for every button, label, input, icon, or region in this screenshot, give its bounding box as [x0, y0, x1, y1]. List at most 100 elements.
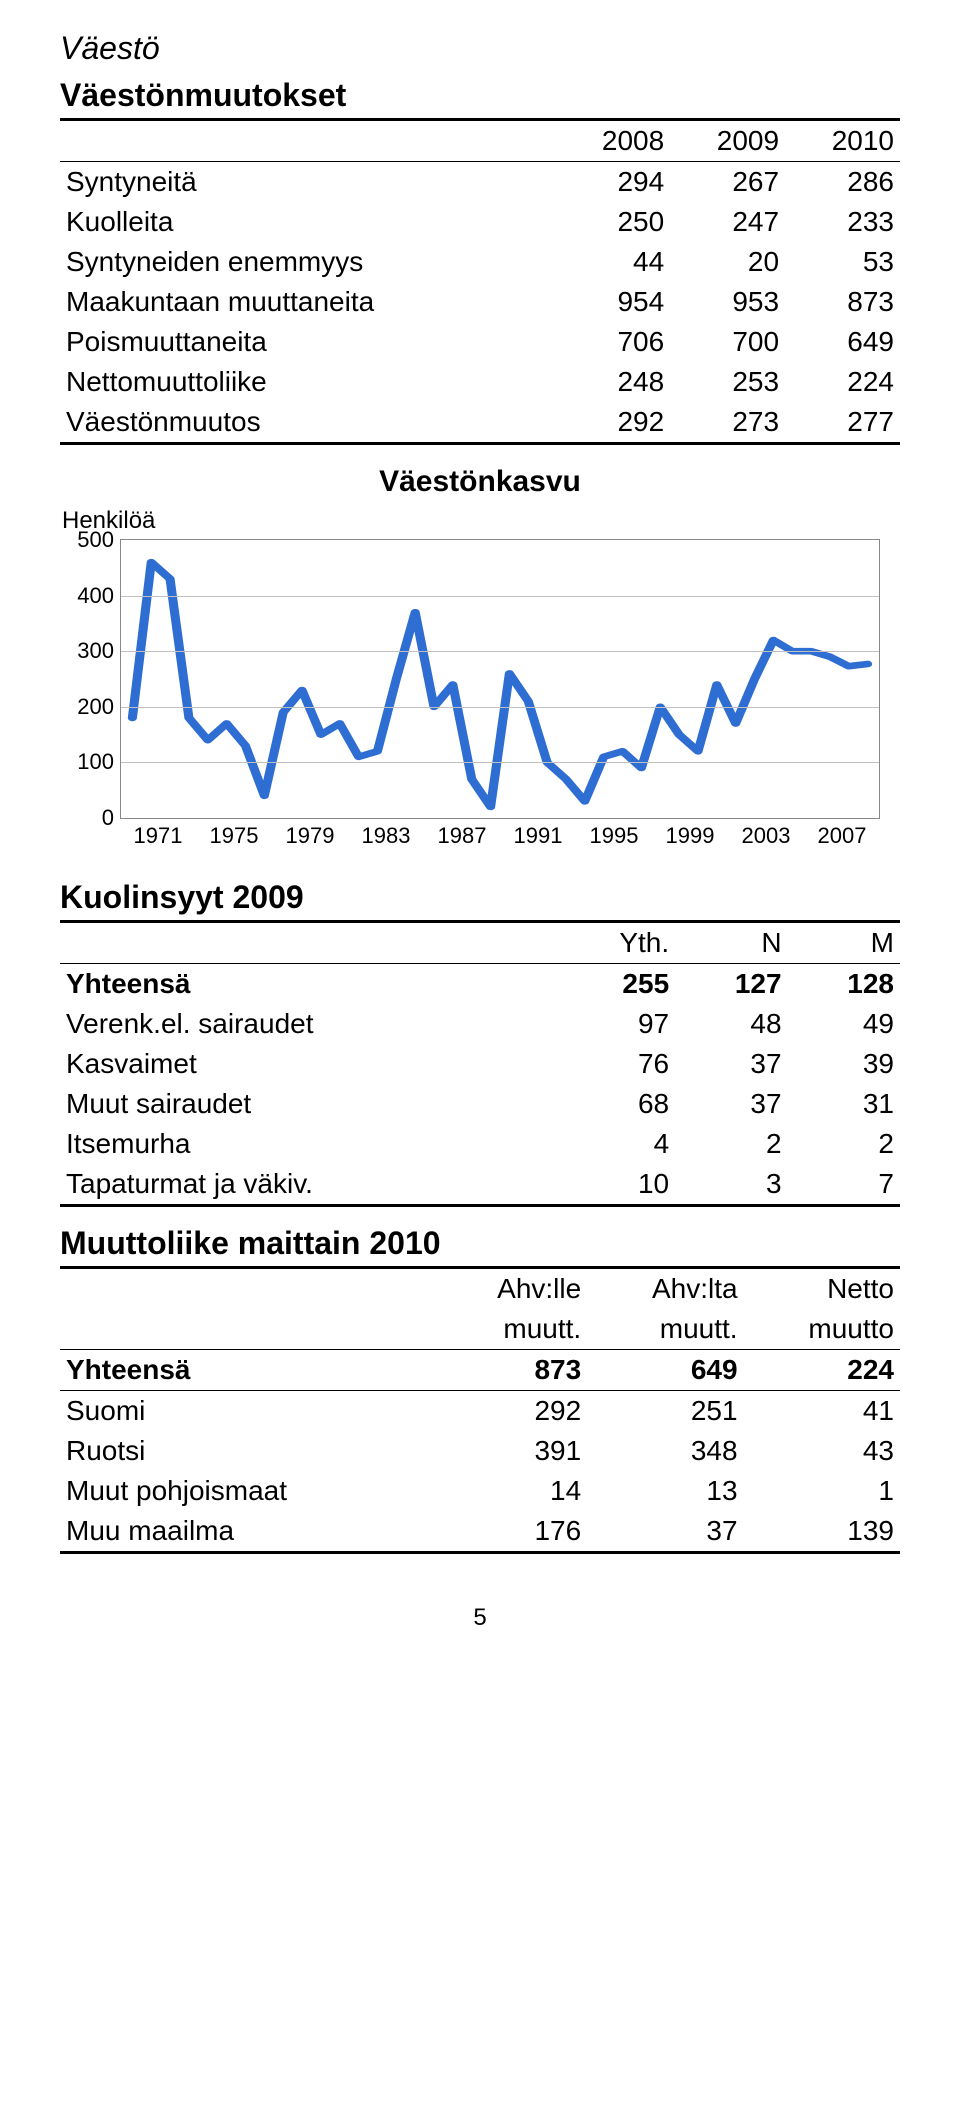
cell-value: 292: [433, 1391, 587, 1432]
row-label: Muut pohjoismaat: [60, 1471, 433, 1511]
cell-value: 128: [788, 964, 900, 1005]
cell-value: 97: [557, 1004, 675, 1044]
table-row: Ruotsi39134843: [60, 1431, 900, 1471]
x-tick-label: 1975: [196, 823, 272, 849]
table-row: Yhteensä873649224: [60, 1350, 900, 1391]
row-label: Tapaturmat ja väkiv.: [60, 1164, 557, 1206]
row-label: Väestönmuutos: [60, 402, 555, 444]
cell-value: 277: [785, 402, 900, 444]
row-label: Ruotsi: [60, 1431, 433, 1471]
cell-value: 233: [785, 202, 900, 242]
cell-value: 873: [785, 282, 900, 322]
table-row: Kasvaimet763739: [60, 1044, 900, 1084]
table-row: Yhteensä255127128: [60, 964, 900, 1005]
table-row: Muu maailma17637139: [60, 1511, 900, 1553]
x-tick-label: 1987: [424, 823, 500, 849]
cell-value: 76: [557, 1044, 675, 1084]
row-label: Yhteensä: [60, 964, 557, 1005]
chart-x-axis-labels: 1971197519791983198719911995199920032007: [120, 823, 880, 849]
table-row: Muut pohjoismaat14131: [60, 1471, 900, 1511]
pop-changes-title: Väestönmuutokset: [60, 77, 900, 114]
table-row: Tapaturmat ja väkiv.1037: [60, 1164, 900, 1206]
table-row: Itsemurha422: [60, 1124, 900, 1164]
row-label: Syntyneitä: [60, 162, 555, 203]
cell-value: 292: [555, 402, 670, 444]
col-header: N: [675, 922, 787, 964]
cell-value: 873: [433, 1350, 587, 1391]
page-number: 5: [60, 1604, 900, 1632]
row-label: Suomi: [60, 1391, 433, 1432]
col-header: Yth.: [557, 922, 675, 964]
cell-value: 31: [788, 1084, 900, 1124]
table-row: Muut sairaudet683731: [60, 1084, 900, 1124]
cell-value: 1: [744, 1471, 900, 1511]
cell-value: 649: [785, 322, 900, 362]
cell-value: 255: [557, 964, 675, 1005]
table-row: Syntyneiden enemmyys442053: [60, 242, 900, 282]
cell-value: 13: [587, 1471, 743, 1511]
cell-value: 43: [744, 1431, 900, 1471]
cell-value: 700: [670, 322, 785, 362]
col-subheader: muutto: [744, 1309, 900, 1350]
col-header: Ahv:lle: [433, 1268, 587, 1310]
cell-value: 294: [555, 162, 670, 203]
cell-value: 10: [557, 1164, 675, 1206]
col-year: 2009: [670, 120, 785, 162]
chart-ylabel: Henkilöä: [62, 507, 900, 535]
row-label: Yhteensä: [60, 1350, 433, 1391]
col-subheader: muutt.: [433, 1309, 587, 1350]
table-row: Syntyneitä294267286: [60, 162, 900, 203]
cell-value: 248: [555, 362, 670, 402]
cell-value: 391: [433, 1431, 587, 1471]
row-label: Nettomuuttoliike: [60, 362, 555, 402]
table-row: Maakuntaan muuttaneita954953873: [60, 282, 900, 322]
cell-value: 954: [555, 282, 670, 322]
x-tick-label: 1991: [500, 823, 576, 849]
cell-value: 953: [670, 282, 785, 322]
causes-table: Yth. N M Yhteensä255127128Verenk.el. sai…: [60, 920, 900, 1207]
cell-value: 37: [675, 1084, 787, 1124]
x-tick-label: 2003: [728, 823, 804, 849]
row-label: Kuolleita: [60, 202, 555, 242]
cell-value: 127: [675, 964, 787, 1005]
causes-title: Kuolinsyyt 2009: [60, 879, 900, 916]
cell-value: 3: [675, 1164, 787, 1206]
row-label: Maakuntaan muuttaneita: [60, 282, 555, 322]
y-tick-label: 500: [66, 527, 114, 553]
y-tick-label: 200: [66, 694, 114, 720]
pop-changes-table: 2008 2009 2010 Syntyneitä294267286Kuolle…: [60, 118, 900, 445]
cell-value: 20: [670, 242, 785, 282]
x-tick-label: 1999: [652, 823, 728, 849]
cell-value: 48: [675, 1004, 787, 1044]
migration-title: Muuttoliike maittain 2010: [60, 1225, 900, 1262]
x-tick-label: 1979: [272, 823, 348, 849]
col-year: 2008: [555, 120, 670, 162]
table-row: Suomi29225141: [60, 1391, 900, 1432]
col-year: 2010: [785, 120, 900, 162]
col-header: Ahv:lta: [587, 1268, 743, 1310]
row-label: Syntyneiden enemmyys: [60, 242, 555, 282]
cell-value: 273: [670, 402, 785, 444]
cell-value: 39: [788, 1044, 900, 1084]
cell-value: 286: [785, 162, 900, 203]
cell-value: 139: [744, 1511, 900, 1553]
cell-value: 14: [433, 1471, 587, 1511]
x-tick-label: 2007: [804, 823, 880, 849]
row-label: Poismuuttaneita: [60, 322, 555, 362]
row-label: Muut sairaudet: [60, 1084, 557, 1124]
table-row: Nettomuuttoliike248253224: [60, 362, 900, 402]
cell-value: 267: [670, 162, 785, 203]
cell-value: 224: [785, 362, 900, 402]
y-tick-label: 300: [66, 638, 114, 664]
row-label: Muu maailma: [60, 1511, 433, 1553]
chart-title: Väestönkasvu: [60, 465, 900, 499]
cell-value: 4: [557, 1124, 675, 1164]
cell-value: 37: [675, 1044, 787, 1084]
y-tick-label: 400: [66, 583, 114, 609]
row-label: Itsemurha: [60, 1124, 557, 1164]
cell-value: 37: [587, 1511, 743, 1553]
cell-value: 348: [587, 1431, 743, 1471]
cell-value: 41: [744, 1391, 900, 1432]
cell-value: 44: [555, 242, 670, 282]
cell-value: 253: [670, 362, 785, 402]
